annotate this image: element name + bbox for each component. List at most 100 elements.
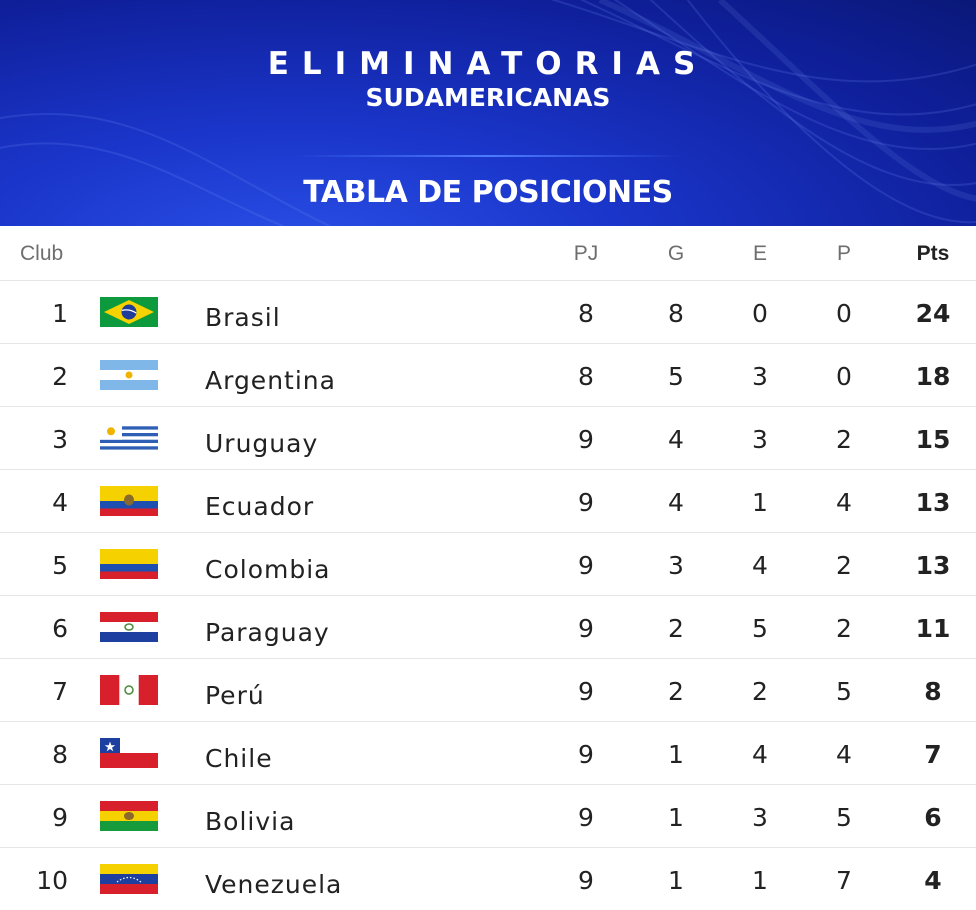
lost: 5	[836, 803, 852, 832]
points: 8	[924, 677, 942, 706]
banner-wave-decoration	[0, 0, 976, 226]
drawn: 5	[752, 614, 768, 643]
lost: 4	[836, 488, 852, 517]
won: 5	[668, 362, 684, 391]
played: 9	[578, 488, 594, 517]
points: 13	[915, 488, 951, 517]
played: 9	[578, 803, 594, 832]
ecuador-flag-icon	[100, 486, 158, 516]
won: 4	[668, 425, 684, 454]
points: 11	[915, 614, 951, 643]
drawn: 1	[752, 488, 768, 517]
points: 13	[915, 551, 951, 580]
played: 9	[578, 425, 594, 454]
col-pj: PJ	[573, 242, 599, 265]
played: 9	[578, 677, 594, 706]
col-g: G	[667, 242, 685, 265]
position: 3	[52, 425, 68, 454]
won: 2	[668, 677, 684, 706]
brazil-flag-icon	[100, 297, 158, 327]
position: 2	[52, 362, 68, 391]
position: 5	[52, 551, 68, 580]
points: 4	[924, 866, 942, 895]
peru-flag-icon	[100, 675, 158, 705]
header-banner: ELIMINATORIAS SUDAMERICANAS TABLA DE POS…	[0, 0, 976, 226]
lost: 2	[836, 551, 852, 580]
drawn: 2	[752, 677, 768, 706]
lost: 5	[836, 677, 852, 706]
standings-table: 1 Brasil 8 8 0 0 24 2 Argentina 8 5 3 0 …	[0, 281, 976, 910]
lost: 0	[836, 299, 852, 328]
team-name: Brasil	[205, 303, 281, 332]
argentina-flag-icon	[100, 360, 158, 390]
team-name: Perú	[205, 681, 265, 710]
won: 2	[668, 614, 684, 643]
lost: 4	[836, 740, 852, 769]
drawn: 4	[752, 551, 768, 580]
team-name: Bolivia	[205, 807, 296, 836]
played: 8	[578, 299, 594, 328]
table-row[interactable]: 7 Perú 9 2 2 5 8	[0, 659, 976, 722]
uruguay-flag-icon	[100, 423, 158, 453]
col-p: P	[836, 242, 851, 265]
table-row[interactable]: 3 Uruguay 9 4 3 2 15	[0, 407, 976, 470]
won: 1	[668, 740, 684, 769]
won: 1	[668, 866, 684, 895]
table-row[interactable]: 6 Paraguay 9 2 5 2 11	[0, 596, 976, 659]
played: 9	[578, 551, 594, 580]
team-name: Venezuela	[205, 870, 343, 899]
chile-flag-icon	[100, 738, 158, 768]
paraguay-flag-icon	[100, 612, 158, 642]
position: 6	[52, 614, 68, 643]
points: 18	[915, 362, 951, 391]
points: 15	[915, 425, 951, 454]
drawn: 3	[752, 425, 768, 454]
position: 1	[52, 299, 68, 328]
drawn: 4	[752, 740, 768, 769]
table-header: Club PJ G E P Pts	[0, 226, 976, 281]
team-name: Ecuador	[205, 492, 315, 521]
lost: 2	[836, 425, 852, 454]
drawn: 0	[752, 299, 768, 328]
won: 4	[668, 488, 684, 517]
colombia-flag-icon	[100, 549, 158, 579]
drawn: 3	[752, 362, 768, 391]
points: 24	[915, 299, 951, 328]
points: 7	[924, 740, 942, 769]
lost: 7	[836, 866, 852, 895]
points: 6	[924, 803, 942, 832]
venezuela-flag-icon	[100, 864, 158, 894]
drawn: 1	[752, 866, 768, 895]
position: 10	[36, 866, 68, 895]
team-name: Argentina	[205, 366, 336, 395]
won: 1	[668, 803, 684, 832]
position: 8	[52, 740, 68, 769]
played: 8	[578, 362, 594, 391]
drawn: 3	[752, 803, 768, 832]
table-row[interactable]: 4 Ecuador 9 4 1 4 13	[0, 470, 976, 533]
col-pts: Pts	[916, 242, 950, 265]
position: 4	[52, 488, 68, 517]
table-row[interactable]: 2 Argentina 8 5 3 0 18	[0, 344, 976, 407]
played: 9	[578, 866, 594, 895]
col-club: Club	[20, 242, 64, 265]
table-row[interactable]: 5 Colombia 9 3 4 2 13	[0, 533, 976, 596]
played: 9	[578, 740, 594, 769]
col-e: E	[752, 242, 767, 265]
team-name: Chile	[205, 744, 273, 773]
position: 7	[52, 677, 68, 706]
banner-divider	[293, 155, 683, 157]
banner-subtitle: SUDAMERICANAS	[365, 83, 611, 112]
table-row[interactable]: 10 Venezuela 9 1 1 7 4	[0, 848, 976, 910]
team-name: Colombia	[205, 555, 331, 584]
team-name: Uruguay	[205, 429, 319, 458]
position: 9	[52, 803, 68, 832]
bolivia-flag-icon	[100, 801, 158, 831]
table-row[interactable]: 1 Brasil 8 8 0 0 24	[0, 281, 976, 344]
table-row[interactable]: 8 Chile 9 1 4 4 7	[0, 722, 976, 785]
won: 3	[668, 551, 684, 580]
table-row[interactable]: 9 Bolivia 9 1 3 5 6	[0, 785, 976, 848]
played: 9	[578, 614, 594, 643]
team-name: Paraguay	[205, 618, 330, 647]
banner-title: ELIMINATORIAS	[267, 46, 709, 82]
